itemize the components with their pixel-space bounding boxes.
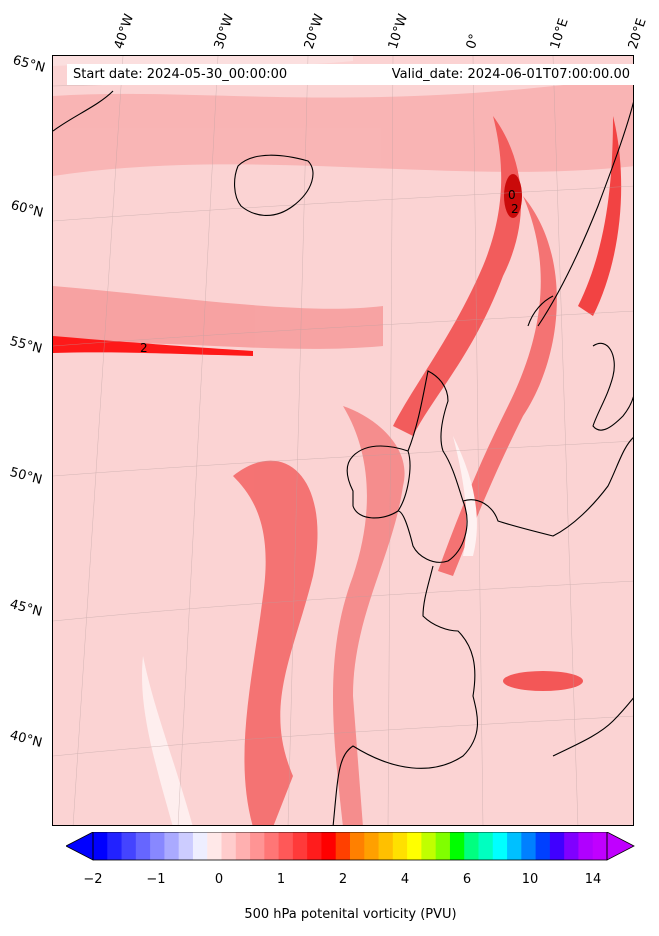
colorbar-cell (564, 832, 579, 860)
colorbar-cell (492, 832, 508, 860)
lat-label-65n: 65°N (11, 53, 47, 76)
colorbar-cell (307, 832, 322, 860)
colorbar-cell (549, 832, 565, 860)
colorbar-cell (207, 832, 222, 860)
colorbar-cell (464, 832, 479, 860)
colorbar-cell (221, 832, 237, 860)
colorbar-cell (264, 832, 280, 860)
colorbar-tick: 10 (521, 872, 539, 887)
contour-label-2-west: 2 (140, 341, 148, 355)
lat-label-60n: 60°N (9, 198, 45, 221)
colorbar-cell (135, 832, 151, 860)
colorbar-extend-min (66, 832, 94, 861)
colorbar-cell (435, 832, 451, 860)
lon-label-20e: 20°E (625, 16, 650, 51)
colorbar (66, 832, 635, 861)
colorbar-cell (350, 832, 365, 860)
pv-contours (53, 56, 633, 825)
colorbar-cell (192, 832, 208, 860)
colorbar-tick: 14 (584, 872, 602, 887)
colorbar-cell (278, 832, 294, 860)
lon-label-10w: 10°W (385, 12, 412, 51)
lon-label-0: 0° (463, 32, 483, 51)
colorbar-tick: −1 (146, 872, 166, 887)
map-panel: 0 2 2 (52, 55, 634, 826)
colorbar-tick: −2 (83, 872, 103, 887)
colorbar-cell (592, 832, 608, 860)
colorbar-cells (93, 832, 608, 860)
colorbar-tick: 2 (338, 872, 348, 887)
contour-label-2-north: 2 (511, 202, 519, 216)
lon-label-30w: 30°W (211, 12, 238, 51)
colorbar-cell (378, 832, 394, 860)
lon-label-10e: 10°E (547, 16, 572, 51)
colorbar-cell (235, 832, 251, 860)
colorbar-cell (292, 832, 308, 860)
colorbar-cell (321, 832, 337, 860)
colorbar-cell (107, 832, 123, 860)
colorbar-cell (507, 832, 522, 860)
colorbar-cell (335, 832, 351, 860)
colorbar-tick: 1 (276, 872, 286, 887)
start-date-label: Start date: 2024-05-30_00:00:00 (73, 67, 288, 82)
colorbar-tick: 6 (462, 872, 472, 887)
colorbar-outline (92, 832, 608, 861)
lat-label-55n: 55°N (8, 334, 44, 357)
colorbar-cell (121, 832, 137, 860)
colorbar-cell (407, 832, 422, 860)
lat-label-45n: 45°N (8, 597, 44, 620)
colorbar-cell (535, 832, 551, 860)
lat-label-40n: 40°N (8, 728, 44, 751)
colorbar-cell (93, 832, 108, 860)
colorbar-cell (392, 832, 408, 860)
lon-label-20w: 20°W (301, 12, 328, 51)
colorbar-cell (478, 832, 494, 860)
coastlines (53, 90, 633, 825)
valid-date-label: Valid_date: 2024-06-01T07:00:00.00 (391, 67, 630, 82)
lon-label-40w: 40°W (111, 12, 138, 51)
date-info-box: Start date: 2024-05-30_00:00:00 Valid_da… (67, 64, 634, 85)
colorbar-cell (250, 832, 265, 860)
colorbar-cell (521, 832, 537, 860)
colorbar-cell (150, 832, 165, 860)
colorbar-cell (178, 832, 194, 860)
colorbar-cell (449, 832, 465, 860)
lat-label-50n: 50°N (8, 465, 44, 488)
colorbar-cell (578, 832, 594, 860)
colorbar-cell (164, 832, 180, 860)
pv-field-map: 0 2 2 (53, 56, 633, 825)
colorbar-cell (421, 832, 437, 860)
colorbar-label: 500 hPa potenital vorticity (PVU) (244, 907, 457, 922)
colorbar-tick: 4 (400, 872, 410, 887)
colorbar-extend-max (606, 832, 635, 861)
colorbar-tick: 0 (214, 872, 224, 887)
colorbar-cell (364, 832, 380, 860)
contour-label-0: 0 (508, 188, 516, 202)
